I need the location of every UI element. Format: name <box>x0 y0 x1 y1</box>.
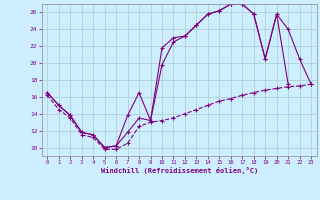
X-axis label: Windchill (Refroidissement éolien,°C): Windchill (Refroidissement éolien,°C) <box>100 167 258 174</box>
